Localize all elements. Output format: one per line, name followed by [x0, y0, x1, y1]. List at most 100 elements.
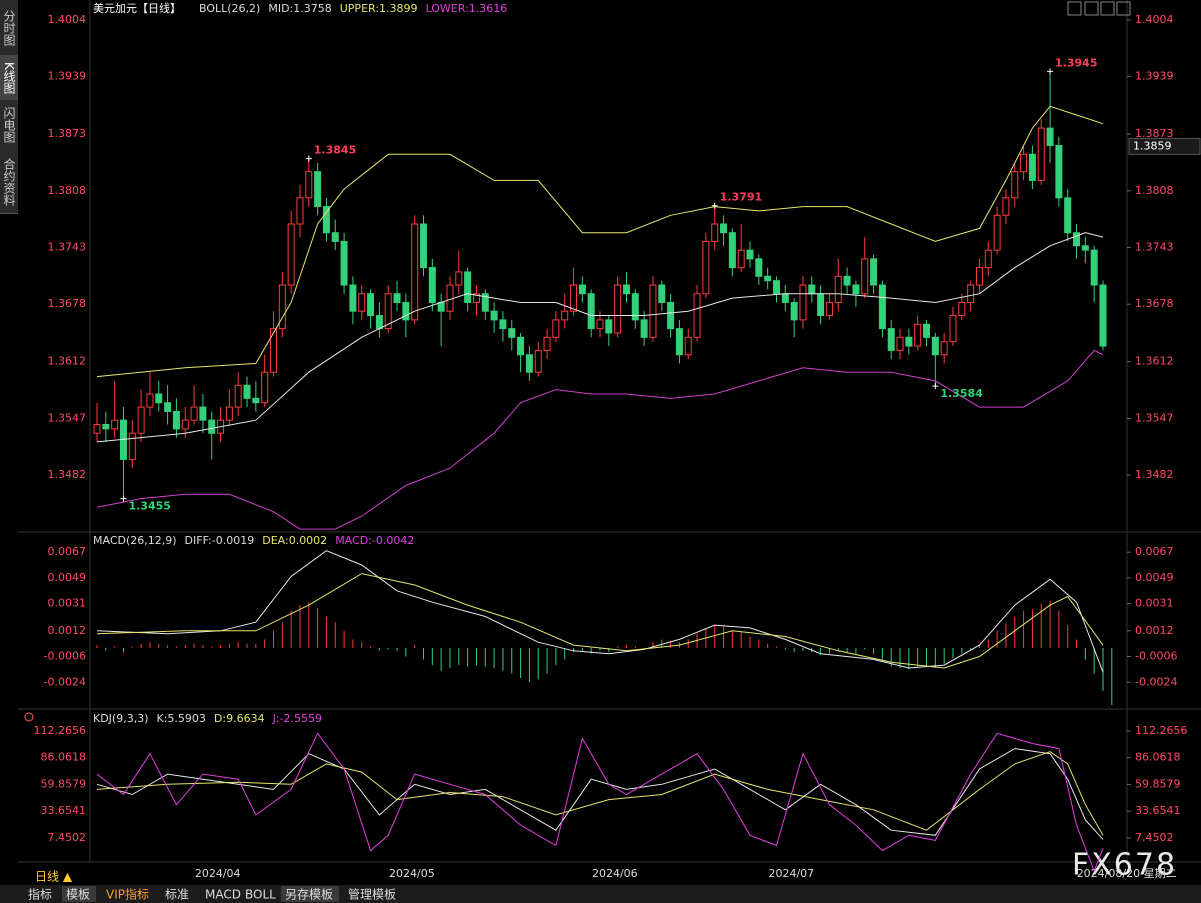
side-tab[interactable]: 闪电图: [0, 100, 18, 151]
toolbar-tab[interactable]: 另存模板: [285, 888, 333, 902]
candle-body: [375, 315, 383, 330]
candle-body: [896, 336, 904, 351]
candle-body: [411, 223, 419, 321]
candle-body: [508, 328, 516, 338]
candle-body: [587, 293, 595, 330]
candle-body: [728, 232, 736, 269]
icon[interactable]: [1067, 1, 1082, 16]
candle-body: [464, 271, 472, 303]
x-tick-label: 2024/06: [592, 867, 638, 880]
candle-body: [243, 384, 251, 399]
candle-body: [975, 267, 983, 286]
candle-body: [737, 249, 745, 269]
y-tick-label-left: 7.4502: [48, 831, 87, 844]
y-tick-label-right: 1.3808: [1135, 184, 1174, 197]
extreme-marker: [932, 383, 939, 390]
y-tick-label-left: 1.3482: [48, 468, 87, 481]
y-tick-label-left: -0.0024: [44, 675, 86, 688]
extreme-marker: [1047, 68, 1054, 75]
y-tick-label-right: 112.2656: [1135, 724, 1188, 737]
icon[interactable]: [1100, 1, 1115, 16]
candle-body: [234, 384, 242, 408]
extreme-label: 1.3945: [1055, 56, 1097, 69]
x-tick-label: 2024/07: [768, 867, 814, 880]
legend-entry: MID:1.3758: [268, 2, 331, 15]
candle-body: [517, 336, 525, 356]
candle-body: [905, 336, 913, 347]
last-price-label: 1.3859: [1133, 139, 1172, 152]
toolbar-highlight: [62, 886, 96, 902]
toolbar-tab[interactable]: VIP指标: [106, 887, 149, 902]
legend-entry: D:9.6634: [214, 712, 265, 725]
candle-body: [596, 319, 604, 330]
candle-body: [172, 410, 180, 430]
candle-body: [428, 267, 436, 303]
indicator-line: [96, 573, 1104, 669]
candle-body: [640, 319, 648, 338]
candle-body: [287, 223, 295, 286]
candle-body: [711, 223, 719, 242]
candle-body: [252, 397, 260, 404]
candle-body: [949, 315, 957, 343]
icon[interactable]: [1084, 1, 1099, 16]
candle-body: [137, 406, 145, 434]
period-button[interactable]: 日线 ▲: [35, 870, 73, 884]
candle-body: [870, 258, 878, 286]
legend-entry: K:5.5903: [157, 712, 206, 725]
side-tab[interactable]: 合约资料: [0, 150, 18, 214]
toolbar-tab[interactable]: BOLL: [245, 888, 276, 902]
y-tick-label-left: 33.6541: [41, 804, 87, 817]
candle-body: [684, 336, 692, 356]
candle-body: [1090, 249, 1098, 286]
candle-body: [817, 293, 825, 317]
extreme-label: 1.3584: [940, 387, 983, 400]
y-tick-label-left: 1.3808: [48, 184, 87, 197]
candle-body: [667, 301, 675, 330]
x-tick-label: 2024/08/20 星期二: [1077, 867, 1177, 880]
candle-body: [481, 293, 489, 312]
window-icons[interactable]: [1067, 1, 1131, 16]
toolbar-highlight: [281, 886, 339, 902]
candle-body: [693, 293, 701, 338]
candle-body: [1020, 153, 1028, 173]
y-tick-label-right: 0.0012: [1135, 624, 1174, 637]
toolbar-tab[interactable]: 指标: [28, 887, 52, 902]
candle-body: [455, 271, 463, 286]
y-tick-label-right: 1.4004: [1135, 13, 1174, 26]
toolbar-tab[interactable]: 模板: [66, 888, 90, 902]
toolbar-tab[interactable]: 管理模板: [348, 887, 396, 902]
extreme-marker: [305, 155, 312, 162]
y-tick-label-right: 0.0049: [1135, 571, 1174, 584]
candle-body: [570, 284, 578, 312]
candle-body: [799, 284, 807, 321]
candle-body: [958, 301, 966, 317]
side-tab[interactable]: 分时图: [0, 0, 18, 56]
indicator-line: [96, 732, 1104, 873]
candle-body: [755, 258, 763, 277]
candle-body: [1081, 245, 1089, 251]
legend-entry: BOLL(26,2): [199, 2, 260, 15]
y-tick-label-left: 1.3743: [48, 241, 87, 254]
y-tick-label-right: 1.3678: [1135, 297, 1174, 310]
candle-body: [923, 323, 931, 338]
candle-body: [825, 301, 833, 317]
last-price-box: [1128, 137, 1201, 155]
candle-body: [199, 406, 207, 421]
toolbar-tab[interactable]: MACD: [205, 888, 241, 902]
candle-body: [305, 171, 313, 199]
candle-body: [808, 284, 816, 295]
candle-body: [1011, 171, 1019, 199]
candle-body: [878, 284, 886, 330]
toolbar-tab[interactable]: 标准: [165, 888, 189, 902]
indicator-line: [96, 232, 1104, 443]
icon[interactable]: [1116, 1, 1131, 16]
extreme-label: 1.3845: [314, 144, 356, 157]
candle-body: [658, 284, 666, 303]
x-tick-label: 2024/05: [389, 867, 435, 880]
side-tab[interactable]: K线图: [0, 55, 18, 101]
candle-body: [720, 223, 728, 234]
y-tick-label-right: 1.3873: [1135, 127, 1174, 140]
